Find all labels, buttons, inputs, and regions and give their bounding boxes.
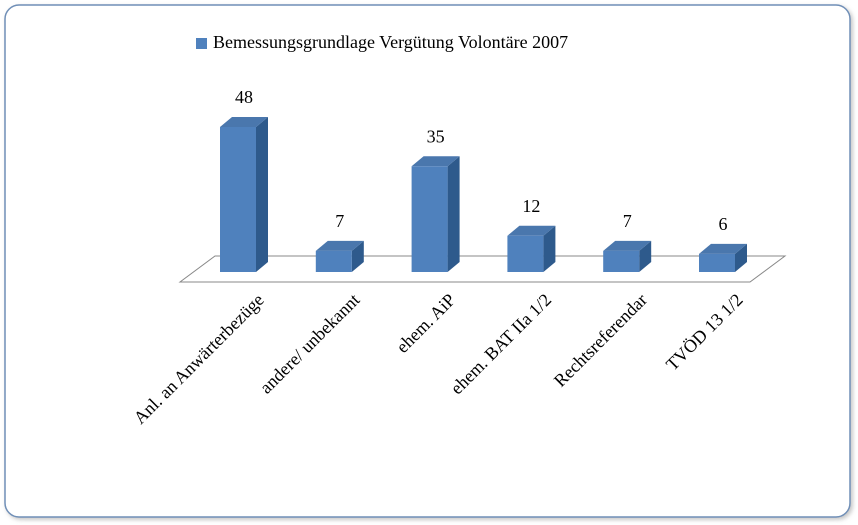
bar [603,240,652,272]
legend-label: Bemessungsgrundlage Vergütung Volontäre … [213,32,568,52]
bar-face [411,166,448,272]
bar-face [699,243,747,254]
bar-face [639,240,652,272]
floor [178,255,787,283]
bar [220,117,268,272]
bar-face [735,243,747,272]
bar [699,243,747,272]
data-label: 12 [522,196,540,216]
bar-face [543,225,556,272]
bar [507,225,556,272]
data-label: 6 [719,214,728,234]
bar-face [507,235,544,272]
bar-face [220,117,268,127]
bar-face [447,156,460,272]
bar [411,156,460,272]
bar-face [603,250,640,272]
bar-face [351,240,364,272]
data-label: 7 [623,211,632,231]
legend-swatch [196,38,207,49]
bar [315,240,364,272]
bar-face [315,250,352,272]
data-label: 48 [235,87,253,107]
bar-face [315,240,364,251]
bar-face [220,127,256,272]
bar-face [699,253,735,272]
bar-face [411,156,460,167]
data-label: 35 [427,126,445,146]
data-label: 7 [335,211,344,231]
bar-face [507,225,556,236]
bar-face [603,240,652,251]
bar-face [256,117,268,272]
